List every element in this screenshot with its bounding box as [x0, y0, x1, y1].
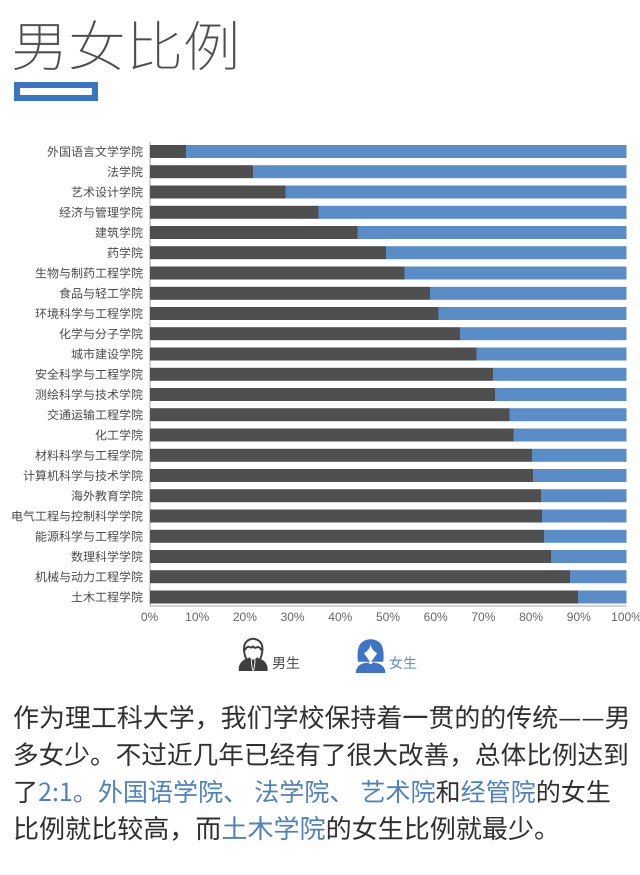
- svg-text:20%: 20%: [233, 610, 257, 624]
- svg-text:100%: 100%: [611, 610, 640, 624]
- svg-text:80%: 80%: [519, 610, 543, 624]
- svg-text:60%: 60%: [424, 610, 448, 624]
- svg-text:40%: 40%: [328, 610, 352, 624]
- svg-text:90%: 90%: [567, 610, 591, 624]
- svg-text:10%: 10%: [185, 610, 209, 624]
- svg-text:30%: 30%: [281, 610, 305, 624]
- svg-text:50%: 50%: [376, 610, 400, 624]
- svg-text:70%: 70%: [471, 610, 495, 624]
- svg-text:0%: 0%: [141, 610, 159, 624]
